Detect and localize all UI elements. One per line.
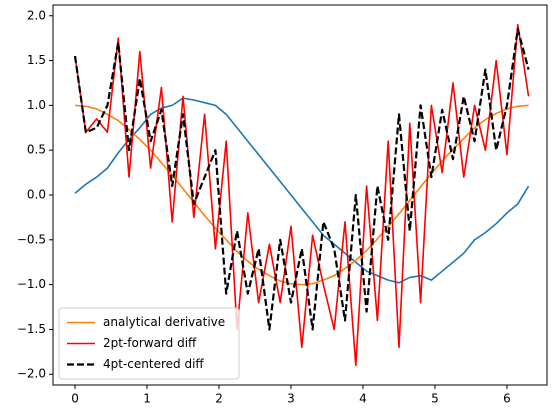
legend-label: analytical derivative [103,315,225,329]
series-line [74,23,530,367]
x-tick-label: 4 [359,392,367,406]
x-tick-label: 0 [71,392,79,406]
series-line [74,104,529,286]
y-tick-label: 1.0 [27,98,46,112]
legend-box [58,307,240,380]
y-tick-label: −0.5 [17,232,46,246]
y-tick-label: 0.5 [27,143,46,157]
x-tick-label: 1 [143,392,151,406]
x-tick-label: 6 [503,392,511,406]
y-tick-label: −2.0 [17,367,46,381]
x-tick-label: 5 [431,392,439,406]
series-line [74,97,530,284]
x-tick-label: 3 [287,392,295,406]
x-tick-label: 2 [215,392,223,406]
series-line [73,28,530,331]
y-tick-label: 0.0 [27,188,46,202]
y-tick-label: 2.0 [27,8,46,22]
plot-frame [52,4,548,386]
y-tick-label: 1.5 [27,53,46,67]
y-tick-label: −1.0 [17,277,46,291]
y-tick-label: −1.5 [17,322,46,336]
legend-label: 2pt-forward diff [103,336,197,350]
legend-label: 4pt-centered diff [103,357,204,371]
